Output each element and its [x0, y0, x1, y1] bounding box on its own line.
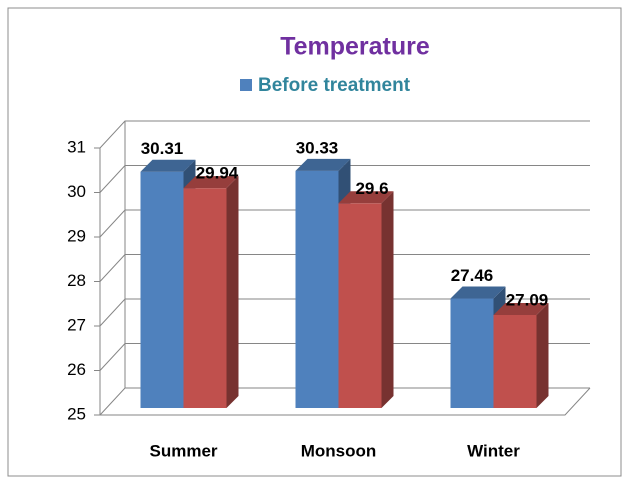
- y-tick-label: 31: [67, 137, 86, 156]
- bar-side: [226, 176, 239, 408]
- chart-title: Temperature: [280, 33, 430, 61]
- bar-front: [450, 298, 494, 408]
- grid-line: [99, 165, 590, 193]
- legend-label: Before treatment: [258, 75, 411, 96]
- bar-side: [536, 302, 549, 408]
- data-label: 29.6: [355, 179, 388, 198]
- bar-top: [183, 176, 239, 189]
- grid-line: [99, 343, 590, 371]
- floor: [100, 387, 591, 416]
- bar-front: [493, 314, 537, 408]
- grid-line: [99, 298, 590, 327]
- bar-front: [183, 188, 227, 408]
- data-label: 27.46: [451, 266, 494, 285]
- x-tick-label: Monsoon: [301, 441, 377, 460]
- bar-front: [140, 171, 184, 408]
- bar-top: [450, 286, 506, 299]
- y-tick-label: 25: [67, 404, 86, 423]
- y-tick-label: 28: [67, 271, 86, 290]
- bar-side: [381, 191, 394, 408]
- y-tick-label: 26: [67, 360, 86, 379]
- y-tick-label: 27: [67, 315, 86, 334]
- data-label: 29.94: [196, 164, 239, 183]
- bar-top: [295, 158, 351, 171]
- bar-top: [140, 159, 196, 172]
- grid-line: [99, 387, 590, 416]
- bar-front: [295, 170, 339, 408]
- bar-top: [493, 302, 549, 315]
- grid-line: [99, 254, 590, 282]
- x-tick-label: Summer: [149, 441, 217, 460]
- x-tick-label: Winter: [467, 441, 520, 460]
- y-tick-label: 30: [67, 182, 86, 201]
- data-label: 30.33: [296, 138, 339, 157]
- bar-front: [338, 203, 382, 408]
- legend-swatch: [240, 79, 252, 91]
- bar-top: [338, 191, 394, 204]
- data-label: 30.31: [141, 139, 184, 158]
- y-tick-label: 29: [67, 226, 86, 245]
- grid-line: [99, 209, 590, 238]
- data-label: 27.09: [506, 290, 549, 309]
- grid-line: [99, 120, 590, 149]
